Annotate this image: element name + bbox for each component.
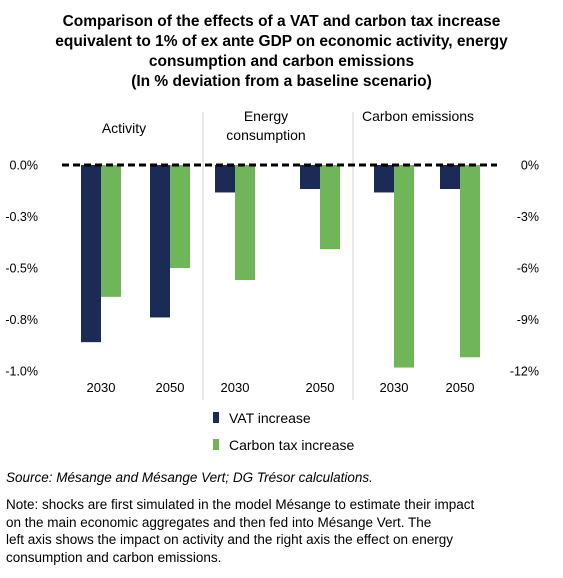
- bar-carbon-tax: [101, 165, 121, 297]
- legend-swatch: [213, 412, 219, 423]
- chart-title-line-1: Comparison of the effects of a VAT and c…: [62, 13, 501, 30]
- y-left-tick-label: -0.8%: [5, 313, 38, 327]
- bar-vat: [300, 165, 320, 190]
- group-label: Carbon emissions: [362, 108, 474, 124]
- bar-vat: [81, 165, 101, 343]
- chart-title-line-2: equivalent to 1% of ex ante GDP on econo…: [55, 33, 508, 50]
- bar-carbon-tax: [394, 165, 414, 368]
- bar-carbon-tax: [460, 165, 480, 358]
- legend-label: Carbon tax increase: [229, 437, 355, 453]
- group-label: consumption: [226, 127, 305, 143]
- y-right-tick-label: -3%: [517, 210, 539, 224]
- footnote-line-3: left axis shows the impact on activity a…: [6, 532, 453, 547]
- chart-title: Comparison of the effects of a VAT and c…: [0, 12, 563, 92]
- group-label: Activity: [102, 120, 146, 136]
- legend-swatch: [213, 439, 219, 450]
- footnote-line-2: on the main economic aggregates and then…: [6, 514, 432, 530]
- y-left-tick-label: -1.0%: [5, 365, 38, 379]
- legend-label: VAT increase: [229, 410, 311, 426]
- x-tick-label: 2030: [87, 380, 116, 395]
- chart-title-line-3: consumption and carbon emissions: [148, 53, 415, 70]
- bar-carbon-tax: [235, 165, 255, 281]
- group-label: Energy: [244, 108, 288, 124]
- x-tick-label: 2050: [306, 380, 335, 395]
- bar-carbon-tax: [170, 165, 190, 268]
- y-right-tick-label: 0%: [521, 159, 539, 173]
- x-tick-label: 2030: [221, 380, 250, 395]
- x-tick-label: 2030: [380, 380, 409, 395]
- y-right-tick-label: -12%: [510, 365, 539, 379]
- source-note: Source: Mésange and Mésange Vert; DG Tré…: [6, 470, 373, 485]
- bar-carbon-tax: [320, 165, 340, 250]
- bar-chart: 0.0% -0.3% -0.5% -0.8% -1.0% 0% -3% -6% -9% -12% A…: [5, 108, 539, 453]
- y-left-tick-label: -0.5%: [5, 262, 38, 276]
- footnote-line-4: consumption and carbon emissions.: [6, 549, 222, 565]
- x-tick-label: 2050: [156, 380, 185, 395]
- y-right-tick-label: -6%: [517, 262, 539, 276]
- bar-vat: [440, 165, 460, 190]
- y-right-tick-label: -9%: [517, 313, 539, 327]
- x-tick-label: 2050: [446, 380, 475, 395]
- footnote: Note: shocks are first simulated in the …: [6, 496, 558, 566]
- y-left-tick-label: 0.0%: [10, 159, 39, 173]
- footnote-line-1: Note: shocks are first simulated in the …: [6, 497, 475, 512]
- bar-vat: [374, 165, 394, 193]
- y-left-tick-label: -0.3%: [5, 210, 38, 224]
- bar-vat: [150, 165, 170, 318]
- bar-vat: [215, 165, 235, 193]
- chart-title-line-4: (In % deviation from a baseline scenario…: [131, 73, 432, 90]
